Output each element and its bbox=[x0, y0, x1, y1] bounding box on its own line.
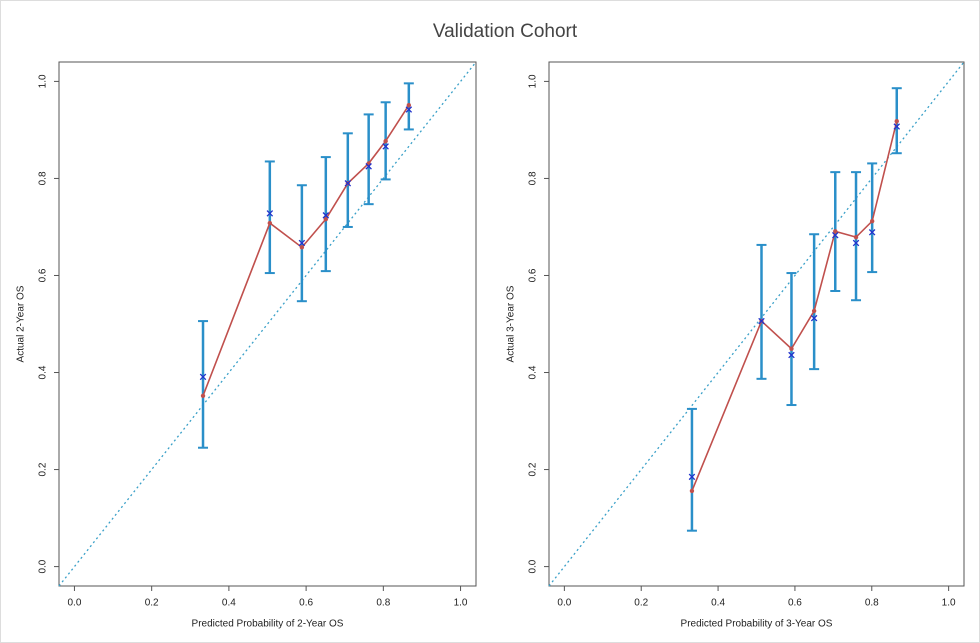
observed-point bbox=[406, 102, 412, 108]
y-tick-label: 0.2 bbox=[528, 462, 539, 476]
x-tick-label: 0.2 bbox=[145, 598, 159, 609]
y-tick-label: 0.8 bbox=[38, 171, 49, 185]
observed-point bbox=[894, 118, 899, 124]
x-tick-label: 0.6 bbox=[299, 598, 313, 609]
corrected-point bbox=[810, 314, 818, 322]
y-tick-label: 0.2 bbox=[38, 462, 49, 476]
y-tick-label: 0.6 bbox=[528, 268, 539, 282]
y-tick-label: 0.8 bbox=[528, 171, 539, 185]
observed-point bbox=[200, 393, 206, 399]
corrected-point bbox=[365, 163, 372, 170]
observed-point bbox=[833, 229, 838, 234]
reference-diagonal bbox=[548, 61, 965, 587]
observed-point bbox=[323, 217, 329, 222]
x-tick-label: 0.8 bbox=[865, 598, 879, 609]
observed-point bbox=[853, 234, 859, 240]
observed-point bbox=[383, 138, 388, 144]
y-tick-label: 1.0 bbox=[528, 74, 539, 88]
y-axis-title: Actual 2-Year OS bbox=[16, 285, 27, 362]
observed-point bbox=[869, 218, 875, 224]
observed-line bbox=[202, 104, 410, 397]
observed-point bbox=[267, 220, 273, 226]
corrected-point bbox=[758, 317, 765, 325]
y-tick-label: 0.6 bbox=[38, 268, 49, 282]
plot-frame bbox=[58, 61, 477, 587]
x-tick-label: 0.0 bbox=[557, 598, 571, 609]
corrected-point bbox=[322, 212, 330, 219]
corrected-point bbox=[298, 239, 306, 247]
x-tick-label: 0.8 bbox=[376, 598, 390, 609]
x-axis-title: Predicted Probability of 3-Year OS bbox=[681, 619, 833, 630]
y-tick-label: 0.4 bbox=[38, 365, 49, 379]
figure-title: Validation Cohort bbox=[433, 21, 578, 42]
x-axis-title: Predicted Probability of 2-Year OS bbox=[192, 619, 344, 630]
reference-diagonal bbox=[58, 61, 477, 587]
y-tick-label: 0.0 bbox=[38, 559, 49, 573]
corrected-point bbox=[382, 143, 389, 150]
observed-point bbox=[689, 488, 695, 494]
observed-point bbox=[789, 346, 794, 351]
y-tick-label: 0.0 bbox=[528, 559, 539, 573]
corrected-point bbox=[405, 106, 413, 113]
x-tick-label: 1.0 bbox=[454, 598, 468, 609]
x-tick-label: 0.0 bbox=[67, 598, 81, 609]
x-tick-label: 1.0 bbox=[942, 598, 956, 609]
corrected-point bbox=[832, 231, 839, 239]
corrected-point bbox=[199, 373, 207, 381]
x-tick-label: 0.2 bbox=[634, 598, 648, 609]
corrected-point bbox=[688, 473, 696, 481]
observed-point bbox=[299, 245, 305, 250]
y-axis-title: Actual 3-Year OS bbox=[506, 285, 517, 362]
observed-point bbox=[811, 308, 817, 314]
y-tick-label: 1.0 bbox=[38, 74, 49, 88]
corrected-point bbox=[788, 351, 795, 359]
corrected-point bbox=[893, 123, 901, 130]
plot-frame bbox=[548, 61, 965, 587]
corrected-point bbox=[868, 229, 876, 236]
observed-line bbox=[691, 121, 898, 492]
corrected-point bbox=[266, 210, 274, 217]
x-tick-label: 0.4 bbox=[222, 598, 236, 609]
y-tick-label: 0.4 bbox=[528, 365, 539, 379]
corrected-point bbox=[344, 180, 352, 187]
x-tick-label: 0.4 bbox=[711, 598, 725, 609]
x-tick-label: 0.6 bbox=[788, 598, 802, 609]
corrected-point bbox=[852, 239, 860, 247]
